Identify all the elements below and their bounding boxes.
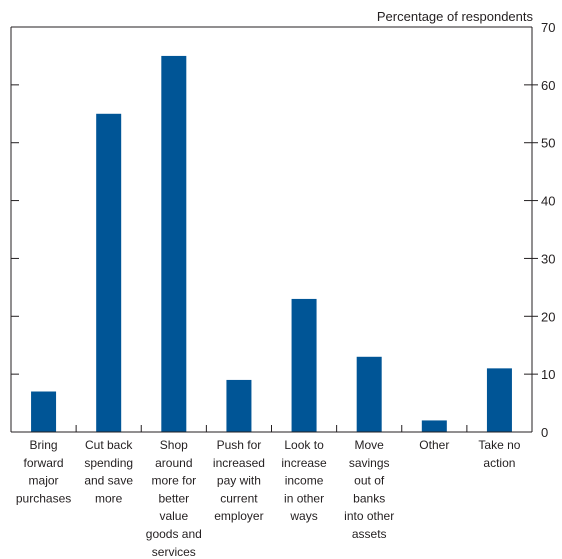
x-category-label: Move savings out of banks into other assets (344, 438, 394, 541)
y-axis-unit-label: Percentage of respondents (377, 9, 534, 24)
y-tick-label: 0 (541, 425, 548, 440)
bar (96, 113, 122, 433)
bar (421, 420, 447, 432)
y-tick-label: 60 (541, 78, 555, 93)
bar (291, 298, 317, 432)
bar (226, 379, 252, 432)
x-category-label: Look to increase income in other ways (281, 438, 327, 523)
axes-group (10, 26, 533, 433)
ticks-group: 0 10 20 30 40 50 60 70 (11, 20, 555, 440)
bars-group (31, 55, 512, 433)
y-tick-label: 40 (541, 194, 555, 209)
x-category-label: Other (419, 438, 449, 452)
bar (161, 55, 187, 433)
bar (356, 356, 382, 432)
y-tick-label: 30 (541, 251, 555, 266)
x-category-label: Shop around more for better value goods and se… (146, 438, 202, 559)
bar (486, 368, 512, 432)
y-tick-label: 50 (541, 136, 555, 151)
category-labels-group: Bring forward major purchases Cut back spendi… (16, 438, 521, 559)
x-category-label: Cut back spending and save more (84, 438, 133, 505)
x-category-label: Bring forward major purchases (16, 438, 71, 505)
x-category-label: Push for increased pay with current employer (213, 438, 265, 523)
x-category-label: Take no action (478, 438, 520, 470)
y-tick-label: 20 (541, 309, 555, 324)
y-tick-label: 70 (541, 20, 555, 35)
y-tick-label: 10 (541, 367, 555, 382)
bar (31, 391, 57, 432)
